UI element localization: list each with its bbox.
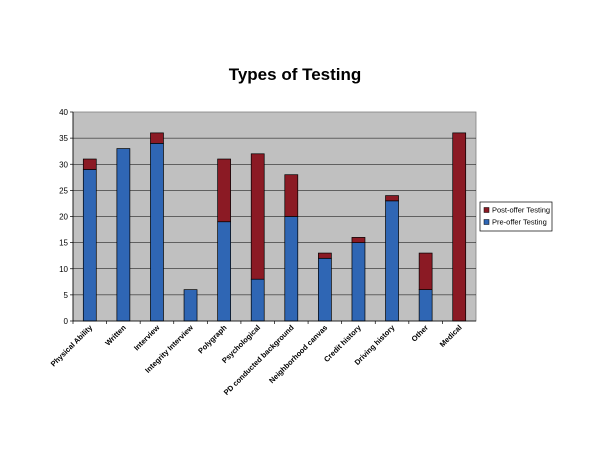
y-tick-label: 35 — [59, 134, 68, 143]
x-tick-label: Written — [103, 323, 128, 348]
bar-pre-offer-testing — [116, 148, 131, 322]
x-tick-label: Neighborhood canvas — [267, 323, 329, 385]
bar-pre-offer-testing — [385, 200, 399, 322]
legend-label: Pre-offer Testing — [492, 218, 547, 227]
bar-pre-offer-testing — [150, 143, 164, 322]
bar-pre-offer-testing — [183, 289, 198, 322]
y-tick-label: 25 — [59, 186, 68, 195]
bar-pre-offer-testing — [318, 257, 332, 322]
x-tick-label: Polygraph — [196, 323, 229, 356]
bar-pre-offer-testing — [351, 242, 366, 322]
bar-post-offer-testing — [452, 132, 467, 322]
x-tick-label: Physical Ability — [49, 322, 95, 368]
bar-pre-offer-testing — [250, 278, 265, 322]
bar-pre-offer-testing — [217, 221, 231, 322]
bar-post-offer-testing — [250, 153, 265, 280]
bar-post-offer-testing — [82, 158, 97, 170]
gridlines — [73, 137, 476, 296]
y-tick-label: 20 — [59, 213, 68, 222]
x-tick-label: Medical — [438, 323, 464, 349]
y-tick-label: 0 — [64, 317, 69, 326]
legend-swatch — [483, 207, 490, 213]
y-tick-label: 40 — [59, 108, 68, 117]
bar-pre-offer-testing — [82, 169, 97, 322]
bar-post-offer-testing — [150, 132, 164, 144]
x-tick-label: Interview — [132, 323, 161, 352]
bar-post-offer-testing — [418, 252, 433, 290]
bars — [82, 132, 467, 322]
bar-post-offer-testing — [318, 252, 332, 259]
bar-post-offer-testing — [284, 174, 299, 217]
bar-post-offer-testing — [385, 195, 399, 202]
legend-label: Post-offer Testing — [492, 206, 550, 215]
chart-title: Types of Testing — [229, 65, 362, 84]
y-tick-label: 15 — [59, 239, 68, 248]
x-tick-label: Other — [410, 323, 431, 344]
bar-pre-offer-testing — [284, 216, 299, 322]
y-tick-label: 30 — [59, 160, 68, 169]
bar-post-offer-testing — [217, 158, 231, 223]
legend-box — [479, 201, 553, 232]
y-tick-label: 5 — [64, 291, 69, 300]
bar-post-offer-testing — [351, 237, 366, 243]
bar-pre-offer-testing — [418, 289, 433, 322]
y-tick-label: 10 — [59, 265, 68, 274]
legend-swatch — [483, 219, 490, 225]
legend: Post-offer Testing Pre-offer Testing — [479, 201, 553, 232]
